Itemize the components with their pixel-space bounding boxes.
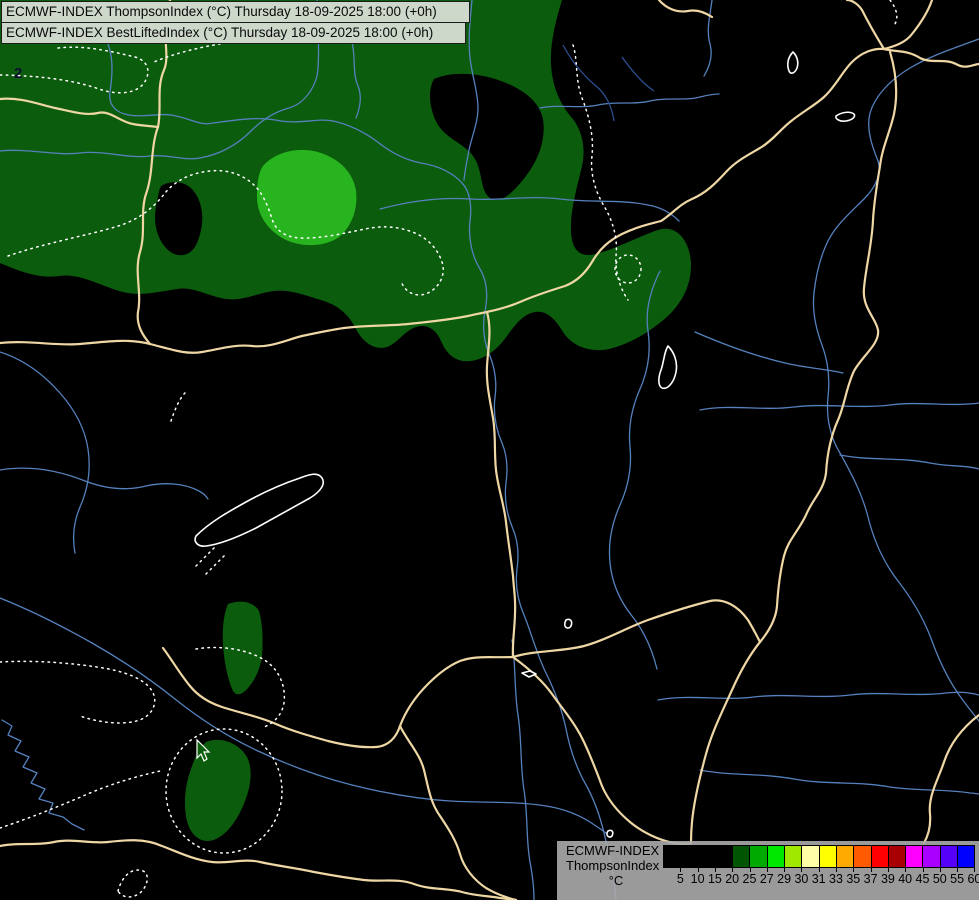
legend-tick-value: 45 — [915, 872, 930, 886]
legend-tick — [974, 867, 976, 872]
legend-tick-value: 10 — [690, 872, 705, 886]
legend-swatch — [871, 846, 889, 867]
map-title-primary: ECMWF-INDEX ThompsonIndex (°C) Thursday … — [1, 1, 470, 23]
legend-tick-value: 30 — [794, 872, 809, 886]
river-lines-dark — [562, 44, 655, 122]
legend-swatch — [767, 846, 786, 867]
legend-tick — [784, 867, 786, 872]
legend-tick-value: 60 — [967, 872, 979, 886]
legend-swatch — [681, 846, 699, 867]
legend-tick — [680, 867, 682, 872]
legend-tick-value: 27 — [759, 872, 774, 886]
legend-tick — [939, 867, 941, 872]
legend-text-block: ECMWF-INDEX ThompsonIndex °C — [566, 843, 666, 888]
legend-swatch — [836, 846, 855, 867]
legend-tick — [853, 867, 855, 872]
legend-swatch — [906, 846, 924, 867]
legend-tick — [957, 867, 959, 872]
legend-panel: ECMWF-INDEX ThompsonIndex °C 5 10 15 20 25 27… — [557, 841, 979, 900]
legend-tick — [870, 867, 872, 872]
legend-tick — [714, 867, 716, 872]
index-region-25-27 — [257, 149, 357, 246]
legend-tick-value: 39 — [880, 872, 895, 886]
legend-tick-value: 29 — [777, 872, 792, 886]
legend-tick — [732, 867, 734, 872]
map-title-secondary: ECMWF-INDEX BestLiftedIndex (°C) Thursda… — [1, 22, 466, 44]
legend-swatch — [733, 846, 751, 867]
legend-tick-value: 5 — [676, 872, 684, 886]
lake-balaton — [194, 473, 325, 547]
legend-tick-value: 15 — [707, 872, 722, 886]
legend-tick — [818, 867, 820, 872]
legend-swatch — [750, 846, 768, 867]
legend-swatch — [785, 846, 803, 867]
legend-swatch — [854, 846, 872, 867]
legend-swatch — [888, 846, 907, 867]
legend-tick-value: 40 — [898, 872, 913, 886]
legend-tick-value: 50 — [932, 872, 947, 886]
legend-unit-label: °C — [608, 873, 624, 888]
legend-color-scale — [663, 845, 976, 868]
legend-swatch — [715, 846, 734, 867]
legend-tick — [905, 867, 907, 872]
legend-swatch — [664, 846, 682, 867]
legend-model-label: ECMWF-INDEX — [566, 843, 660, 858]
legend-tick — [697, 867, 699, 872]
contour-value-label: 2 — [14, 65, 22, 82]
legend-tick — [887, 867, 889, 872]
legend-swatch — [698, 846, 716, 867]
lake-outlines — [194, 51, 856, 838]
lake-tisza — [658, 345, 678, 390]
legend-swatch — [958, 846, 975, 867]
legend-tick-value: 25 — [742, 872, 757, 886]
legend-tick — [922, 867, 924, 872]
legend-tick-value: 31 — [811, 872, 826, 886]
legend-tick-value: 35 — [846, 872, 861, 886]
legend-tick-value: 20 — [725, 872, 740, 886]
legend-tick-value: 55 — [950, 872, 965, 886]
legend-swatch — [940, 846, 959, 867]
legend-tick — [836, 867, 837, 872]
legend-swatch — [819, 846, 837, 867]
legend-index-label: ThompsonIndex — [566, 858, 660, 873]
legend-tick-value: 33 — [829, 872, 843, 886]
index-holes — [155, 73, 544, 256]
legend-swatch — [802, 846, 820, 867]
legend-tick-value: 37 — [863, 872, 878, 886]
legend-swatch — [923, 846, 941, 867]
legend-tick — [749, 867, 751, 872]
legend-tick — [766, 867, 768, 872]
legend-tick — [801, 867, 803, 872]
mouse-cursor-icon — [196, 738, 211, 762]
